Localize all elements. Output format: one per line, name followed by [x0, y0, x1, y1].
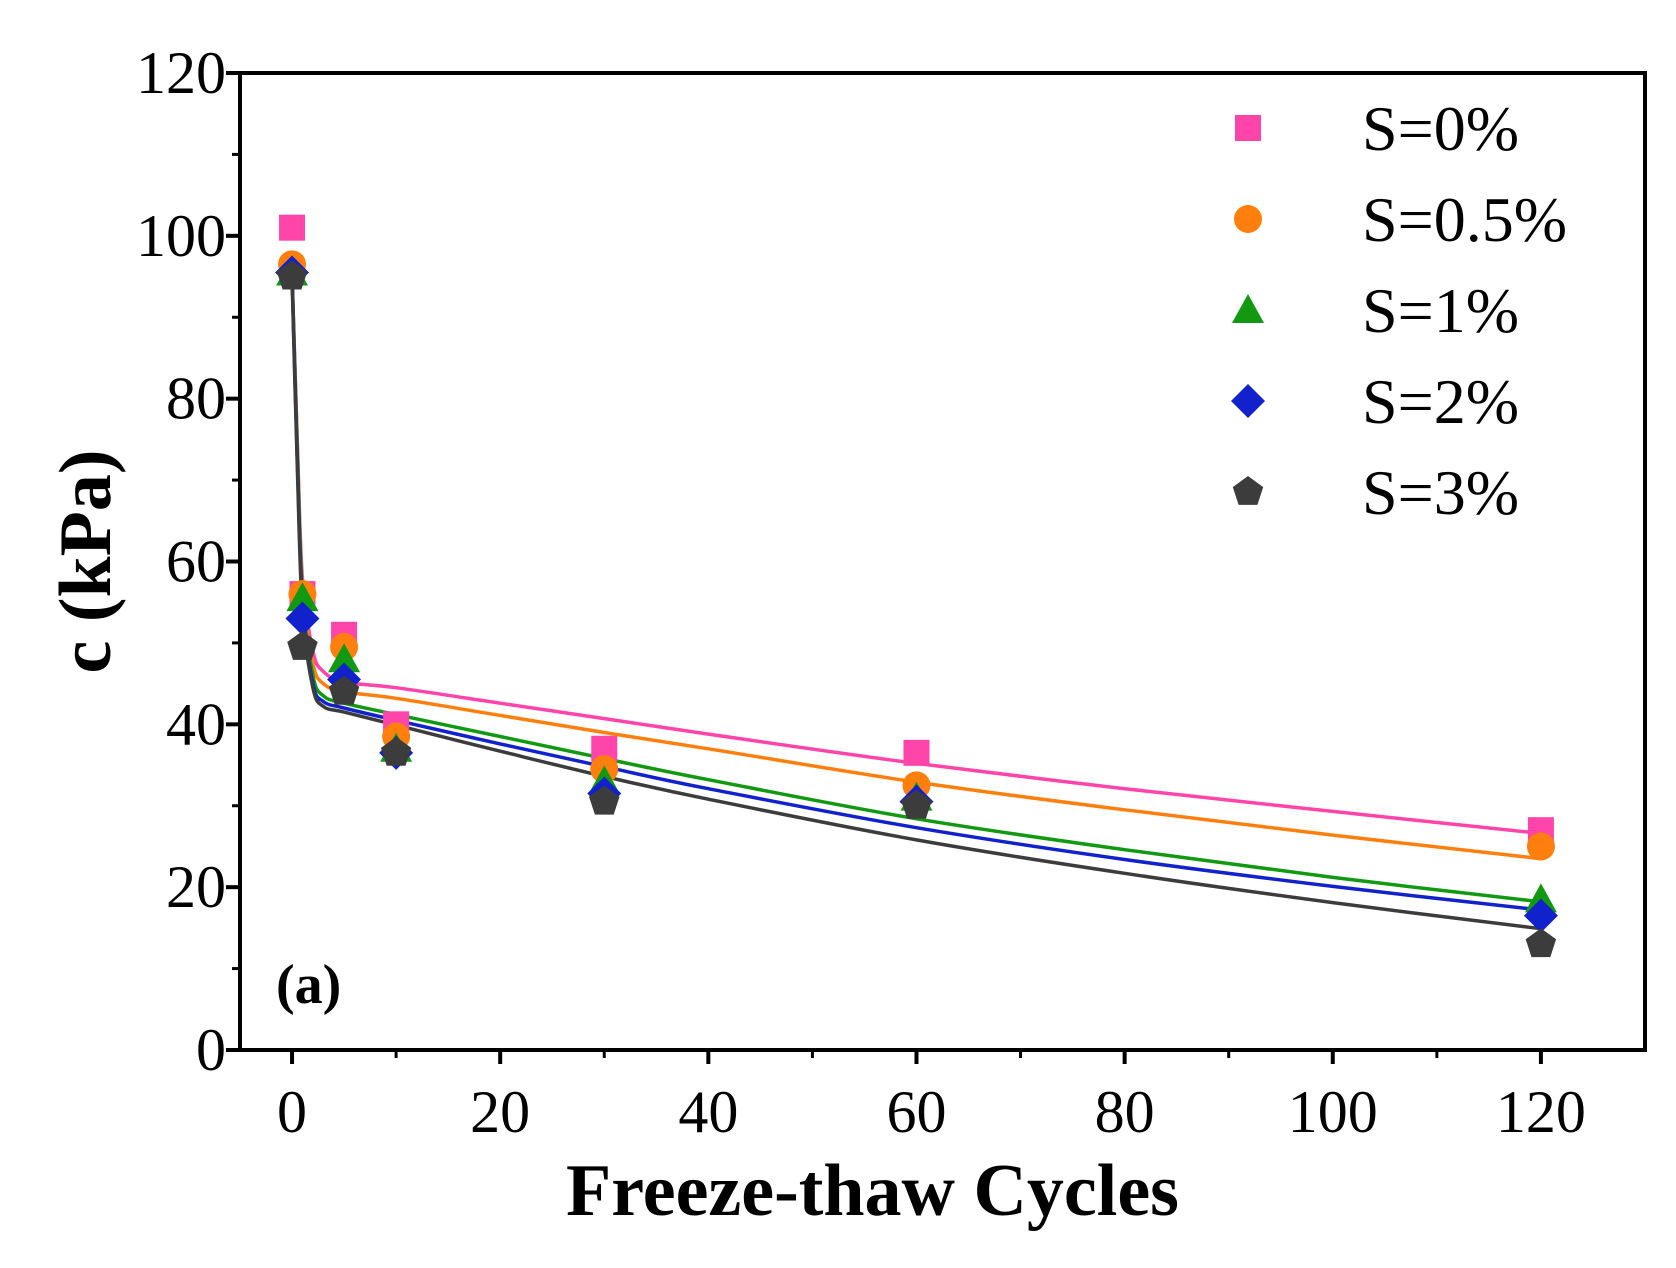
legend-label: S=1% — [1362, 275, 1519, 346]
legend-marker — [1232, 476, 1264, 505]
data-point-series-5 — [328, 675, 360, 705]
x-tick-label: 100 — [1288, 1079, 1378, 1145]
y-tick-label: 40 — [166, 691, 226, 757]
data-point-series-3 — [1524, 883, 1557, 913]
data-point-series-3 — [286, 582, 319, 612]
data-point-series-5 — [287, 631, 318, 660]
data-point-series-1 — [279, 214, 306, 241]
panel-label: (a) — [276, 954, 341, 1016]
legend: S=0% S=0.5% S=1% S=2% S=3% — [1231, 93, 1567, 528]
x-tick-label: 80 — [1095, 1079, 1155, 1145]
legend-label: S=0.5% — [1362, 184, 1567, 255]
y-tick-label: 0 — [196, 1017, 226, 1083]
data-point-series-3 — [328, 643, 361, 673]
x-tick-label: 40 — [678, 1079, 738, 1145]
data-point-series-4 — [285, 601, 320, 636]
data-point-series-1 — [903, 739, 930, 766]
x-tick-label: 60 — [886, 1079, 946, 1145]
data-points — [275, 214, 1558, 958]
plot-frame — [238, 71, 1647, 1052]
y-tick-label: 60 — [166, 529, 226, 595]
data-point-series-4 — [1523, 898, 1558, 933]
data-point-series-2 — [1526, 832, 1555, 861]
y-tick-label: 120 — [136, 40, 226, 106]
data-point-series-5 — [380, 736, 412, 766]
x-tick-label: 20 — [470, 1079, 530, 1145]
data-point-series-5 — [276, 260, 308, 290]
data-point-series-5 — [901, 789, 932, 819]
legend-marker — [1234, 205, 1262, 233]
axis-ticks: 0 20 40 60 80 100 120 0 20 40 60 80 100 120 — [136, 40, 1586, 1145]
x-tick-label: 120 — [1496, 1079, 1586, 1145]
legend-label: S=2% — [1362, 366, 1519, 437]
legend-marker — [1231, 384, 1265, 418]
data-point-series-5 — [589, 785, 620, 815]
y-tick-label: 20 — [166, 854, 226, 920]
y-tick-label: 80 — [166, 366, 226, 432]
y-axis-title: c (kPa) — [45, 450, 127, 674]
y-tick-label: 100 — [136, 203, 226, 269]
legend-marker — [1235, 115, 1261, 141]
x-axis-title: Freeze-thaw Cycles — [566, 1150, 1179, 1232]
legend-label: S=0% — [1362, 93, 1519, 164]
legend-label: S=3% — [1362, 457, 1519, 528]
x-tick-label: 0 — [277, 1079, 307, 1145]
data-point-series-5 — [1525, 928, 1557, 958]
legend-marker — [1232, 294, 1264, 323]
